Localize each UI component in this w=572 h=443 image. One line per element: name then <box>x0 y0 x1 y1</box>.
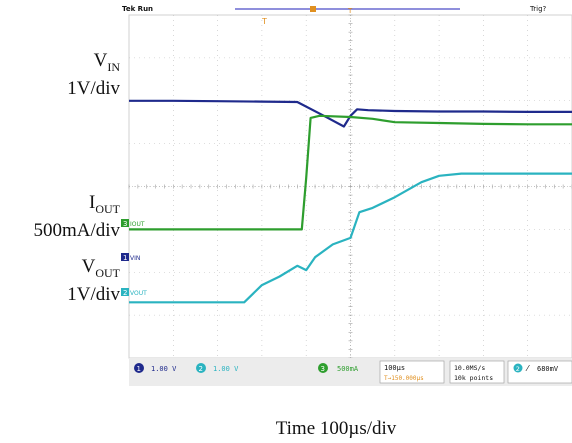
screen-background <box>120 0 572 395</box>
trigger-position: T→150.000µs <box>384 375 424 382</box>
header-left: Tek Run <box>122 5 153 13</box>
ch2-marker-badge <box>121 288 129 296</box>
ch1-status-icon <box>134 363 144 373</box>
ch1-marker-badge <box>121 253 129 261</box>
ch2-status-icon <box>196 363 206 373</box>
trigger-level: 680mV <box>537 365 559 373</box>
record-length: 10k points <box>454 374 493 382</box>
ch2-scale: 1.00 V <box>213 365 239 373</box>
oscilloscope-screen: Tek Run Trig? T T 3 IOUT 1 VIN 2 VOUT 1 … <box>120 0 572 395</box>
ch1-marker-num: 1 <box>123 254 127 262</box>
ch3-marker-badge <box>121 219 129 227</box>
vout-sub: OUT <box>95 265 120 280</box>
ch1-scale: 1.00 V <box>151 365 177 373</box>
ch2-status-num: 2 <box>199 365 203 373</box>
trigger-box <box>507 360 572 384</box>
timebase-box <box>379 360 445 384</box>
trace-iout <box>129 114 572 231</box>
trigger-marker-left: T <box>261 17 267 26</box>
trace-vout <box>129 172 572 304</box>
trace-vin <box>129 99 572 128</box>
timebase: 100µs <box>384 364 405 372</box>
record-window <box>310 6 316 12</box>
sample-rate: 10.0MS/s <box>454 364 485 372</box>
ch2-trace-label: VOUT <box>130 290 147 297</box>
trigger-slope-icon: ⁄ <box>525 364 530 373</box>
vout-scale: 1V/div <box>67 283 120 305</box>
iout-main: I <box>89 192 96 213</box>
iout-scale: 500mA/div <box>33 219 120 241</box>
ch3-status-num: 3 <box>321 365 325 373</box>
iout-label: IOUT 500mA/div <box>33 192 120 242</box>
ch1-trace-label: VIN <box>130 255 140 262</box>
vin-label: VIN 1V/div <box>67 50 120 100</box>
iout-sub: OUT <box>95 201 120 216</box>
time-axis-label: Time 100µs/div <box>275 418 397 439</box>
vin-main: V <box>93 50 108 71</box>
ch3-marker-num: 3 <box>123 220 127 228</box>
traces <box>129 99 572 304</box>
ch3-scale: 500mA <box>337 365 359 373</box>
trigger-marker-top: T <box>347 7 353 15</box>
ch2-marker-num: 2 <box>123 289 127 297</box>
ch3-status-icon <box>318 363 328 373</box>
acq-box <box>449 360 505 384</box>
vin-scale: 1V/div <box>67 77 120 99</box>
ch3-trace-label: IOUT <box>130 221 145 228</box>
ch1-status-num: 1 <box>137 365 141 373</box>
trigger-ch-icon <box>513 363 523 373</box>
header-right: Trig? <box>529 5 547 13</box>
vout-main: V <box>81 256 96 277</box>
trigger-ch-num: 2 <box>516 365 520 373</box>
vout-label: VOUT 1V/div <box>67 256 120 306</box>
vin-sub: IN <box>107 59 120 74</box>
graticule <box>128 14 572 359</box>
